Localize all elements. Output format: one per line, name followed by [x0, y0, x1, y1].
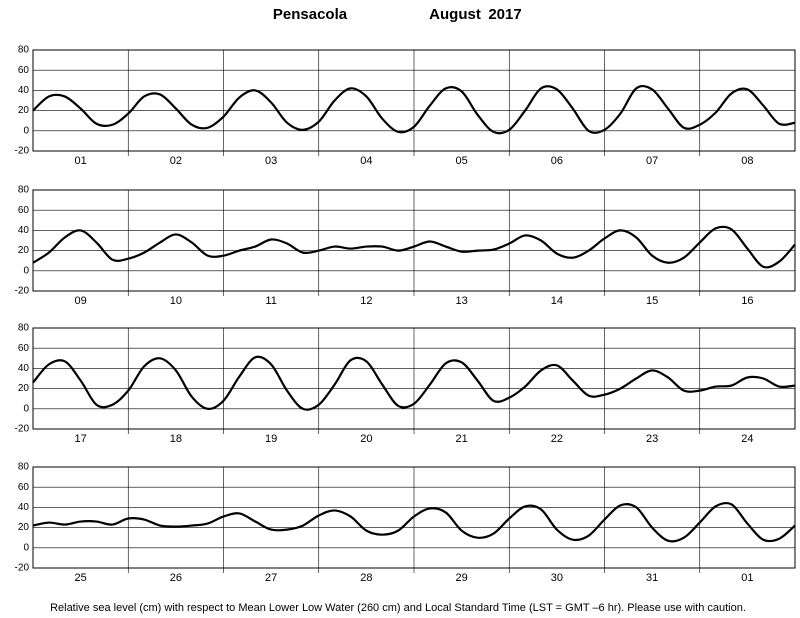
- y-tick-label: 0: [23, 125, 29, 136]
- y-tick-label: -20: [15, 563, 30, 574]
- y-tick-label: 0: [23, 403, 29, 414]
- footer-note: Relative sea level (cm) with respect to …: [50, 602, 746, 614]
- y-tick-label: -20: [15, 146, 30, 157]
- y-tick-label: 80: [18, 462, 30, 473]
- day-label: 14: [551, 295, 563, 307]
- y-tick-label: 20: [18, 245, 30, 256]
- day-label: 25: [75, 572, 87, 584]
- day-label: 22: [551, 433, 563, 445]
- y-tick-label: 40: [18, 85, 30, 96]
- day-label: 28: [360, 572, 372, 584]
- day-label: 15: [646, 295, 658, 307]
- tide-line: [32, 355, 796, 411]
- day-label: 23: [646, 433, 658, 445]
- day-label: 17: [75, 433, 87, 445]
- y-tick-label: 80: [18, 185, 30, 196]
- day-label: 24: [741, 433, 753, 445]
- y-tick-label: 80: [18, 45, 30, 56]
- day-label: 03: [265, 155, 277, 167]
- y-tick-label: 40: [18, 502, 30, 513]
- title-month: August: [429, 6, 481, 23]
- y-tick-label: 80: [18, 323, 30, 334]
- tide-line: [32, 501, 796, 543]
- day-label: 08: [741, 155, 753, 167]
- day-label: 31: [646, 572, 658, 584]
- y-tick-label: 20: [18, 522, 30, 533]
- day-label: 10: [170, 295, 182, 307]
- day-label: 01: [75, 155, 87, 167]
- y-tick-label: 60: [18, 205, 30, 216]
- day-label: 06: [551, 155, 563, 167]
- y-tick-label: 60: [18, 343, 30, 354]
- day-label: 04: [360, 155, 372, 167]
- day-label: 30: [551, 572, 563, 584]
- day-label: 18: [170, 433, 182, 445]
- y-tick-label: 20: [18, 383, 30, 394]
- y-tick-label: 60: [18, 482, 30, 493]
- day-label: 20: [360, 433, 372, 445]
- title-place: Pensacola: [273, 6, 348, 23]
- day-label: 13: [456, 295, 468, 307]
- title-year: 2017: [488, 6, 521, 23]
- y-tick-label: 20: [18, 105, 30, 116]
- day-label: 11: [265, 295, 276, 307]
- y-tick-label: -20: [15, 424, 30, 435]
- day-label: 27: [265, 572, 277, 584]
- day-label: 26: [170, 572, 182, 584]
- y-tick-label: 40: [18, 225, 30, 236]
- day-label: 16: [741, 295, 753, 307]
- y-tick-label: 0: [23, 265, 29, 276]
- day-label: 19: [265, 433, 277, 445]
- day-label: 09: [75, 295, 87, 307]
- y-tick-label: -20: [15, 286, 30, 297]
- day-label: 05: [456, 155, 468, 167]
- day-label: 21: [456, 433, 468, 445]
- day-label: 01: [741, 572, 753, 584]
- day-label: 12: [360, 295, 372, 307]
- tide-line: [32, 225, 796, 269]
- day-label: 29: [456, 572, 468, 584]
- tide-line: [32, 84, 796, 135]
- y-tick-label: 0: [23, 542, 29, 553]
- day-label: 02: [170, 155, 182, 167]
- y-tick-label: 60: [18, 65, 30, 76]
- day-label: 07: [646, 155, 658, 167]
- y-tick-label: 40: [18, 363, 30, 374]
